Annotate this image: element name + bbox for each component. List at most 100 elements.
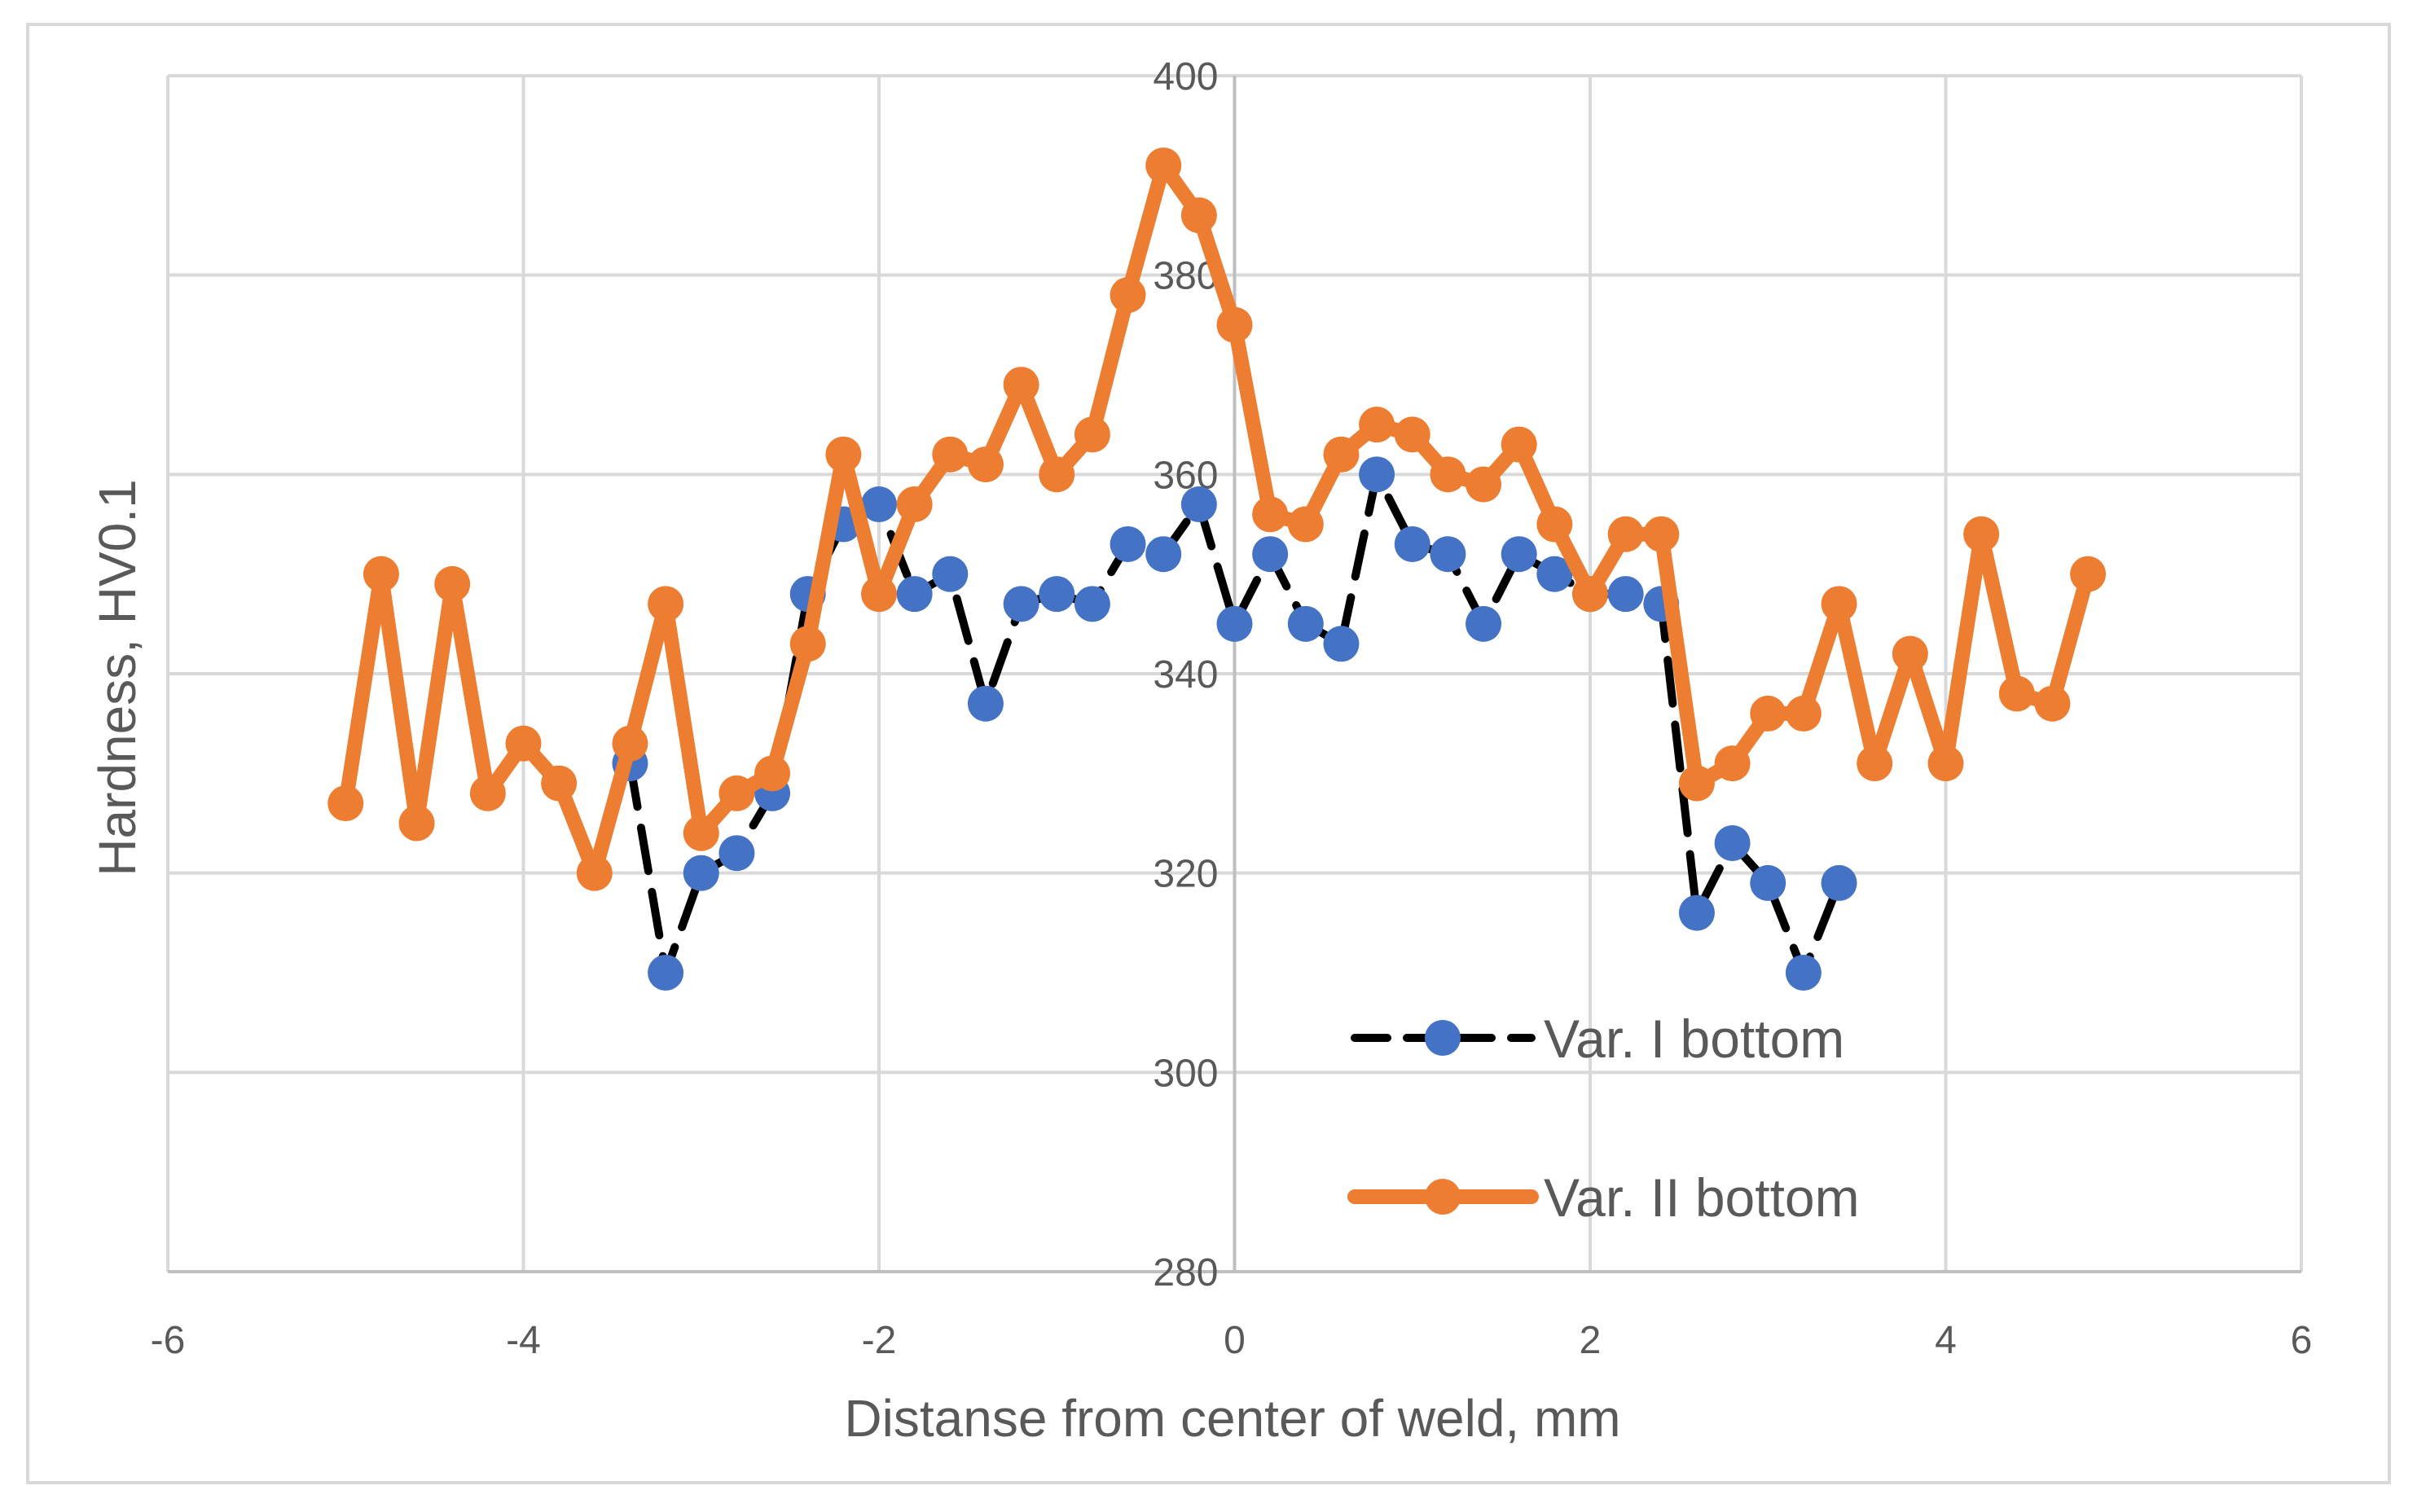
data-point (2070, 556, 2107, 592)
data-point (1927, 745, 1964, 782)
data-point (1998, 675, 2035, 712)
data-point (1750, 864, 1786, 901)
data-point (1323, 626, 1360, 662)
data-point (1110, 277, 1146, 314)
data-point (1180, 197, 1217, 234)
data-point (1963, 516, 2000, 552)
data-point (967, 446, 1004, 483)
data-point (505, 725, 542, 762)
data-point (327, 785, 364, 822)
data-point (825, 436, 862, 472)
data-point (1466, 466, 1502, 503)
data-point (398, 805, 435, 842)
data-point (1180, 486, 1217, 523)
legend-label: Var. I bottom (1544, 1009, 1844, 1069)
x-tick-label: -2 (862, 1319, 897, 1362)
data-point (1821, 864, 1857, 901)
data-point (1607, 576, 1644, 613)
y-tick-label: 340 (1153, 653, 1218, 697)
data-point (1003, 367, 1039, 403)
y-tick-label: 280 (1153, 1251, 1218, 1294)
legend-swatch-marker (1425, 1020, 1461, 1056)
x-tick-label: 4 (1935, 1319, 1957, 1362)
data-point (1039, 576, 1075, 613)
data-point (1643, 516, 1680, 552)
y-tick-label: 300 (1153, 1052, 1218, 1095)
y-tick-label: 400 (1153, 55, 1218, 99)
data-point (683, 815, 719, 851)
legend-item: Var. II bottom (1347, 1167, 1860, 1228)
legend-swatch-marker (1425, 1179, 1461, 1215)
data-point (1287, 605, 1324, 642)
legend-item: Var. I bottom (1351, 1009, 1844, 1069)
x-tick-label: 6 (2291, 1319, 2313, 1362)
y-axis-title: Hardness, HV0.1 (88, 479, 147, 876)
data-point (1074, 586, 1110, 622)
y-tick-label: 320 (1153, 853, 1218, 896)
data-point (541, 765, 578, 802)
data-point (1252, 536, 1289, 573)
data-point (861, 576, 897, 613)
series-var-ii-bottom (327, 147, 2107, 891)
data-point (1892, 635, 1928, 672)
data-point (2034, 685, 2071, 722)
data-point (1359, 456, 1395, 493)
data-point (612, 725, 648, 762)
data-point (719, 775, 755, 811)
data-point (1714, 745, 1751, 782)
x-tick-label: -6 (151, 1319, 186, 1362)
data-point (1145, 147, 1182, 184)
data-point (1678, 765, 1715, 802)
data-point (469, 775, 506, 811)
data-point (789, 626, 826, 662)
data-point (648, 955, 684, 991)
x-axis-title: Distanse from center of weld, mm (844, 1389, 1620, 1448)
data-point (1145, 536, 1182, 573)
data-point (1359, 407, 1395, 443)
data-point (1536, 506, 1573, 543)
data-point (1857, 745, 1893, 782)
data-point (1394, 416, 1430, 453)
x-tick-label: 0 (1224, 1319, 1246, 1362)
data-point (896, 576, 933, 613)
data-point (1430, 536, 1466, 573)
series-layer (327, 147, 2107, 991)
data-point (1714, 824, 1751, 861)
data-point (1216, 605, 1253, 642)
data-point (683, 855, 719, 891)
data-point (861, 486, 897, 523)
data-point (1536, 556, 1573, 592)
legend-label: Var. II bottom (1544, 1167, 1860, 1228)
data-point (1607, 516, 1644, 552)
data-point (1501, 536, 1537, 573)
data-point (1252, 496, 1289, 533)
data-point (896, 486, 933, 523)
x-tick-label: 2 (1580, 1319, 1602, 1362)
data-point (1785, 955, 1822, 991)
legend: Var. I bottom Var. II bottom (1347, 1009, 1860, 1228)
data-point (754, 755, 791, 792)
data-point (1110, 525, 1146, 562)
data-point (1750, 695, 1786, 732)
data-point (932, 556, 969, 592)
data-point (1394, 525, 1430, 562)
data-point (932, 436, 969, 472)
data-point (1678, 894, 1715, 931)
x-tick-label: -4 (506, 1319, 541, 1362)
data-point (1216, 306, 1253, 343)
data-point (576, 855, 613, 891)
axis-layer (168, 76, 2301, 1273)
data-point (1821, 586, 1857, 622)
data-point (1287, 506, 1324, 543)
data-point (1466, 605, 1502, 642)
data-point (967, 685, 1004, 722)
data-point (434, 565, 471, 602)
data-point (1785, 695, 1822, 732)
data-point (1501, 426, 1537, 463)
data-point (1323, 436, 1360, 472)
data-point (1430, 456, 1466, 493)
data-point (1572, 576, 1608, 613)
